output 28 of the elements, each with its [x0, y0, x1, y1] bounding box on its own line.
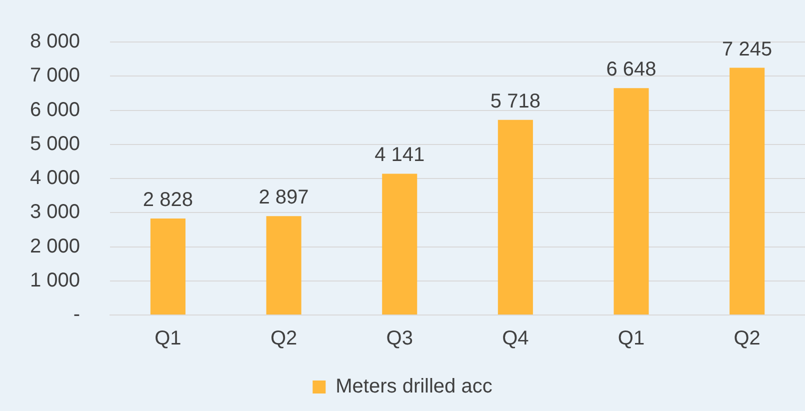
data-label: 2 897: [258, 186, 309, 209]
y-tick-label: 5 000: [30, 132, 80, 155]
y-tick-label: 7 000: [30, 64, 80, 87]
y-tick-label: 6 000: [30, 98, 80, 121]
bar: [730, 68, 765, 314]
y-tick-label: 1 000: [30, 269, 80, 292]
x-tick-label: Q4: [502, 328, 529, 350]
data-label: 5 718: [490, 90, 540, 112]
y-tick-label: 8 000: [30, 30, 80, 53]
bar: [498, 120, 533, 314]
y-tick-label: 4 000: [30, 167, 80, 190]
legend-label: Meters drilled acc: [336, 376, 492, 398]
x-tick-label: Q1: [154, 328, 182, 350]
bar: [382, 174, 418, 314]
bar: [266, 216, 302, 314]
x-tick-label: Q2: [734, 328, 760, 350]
y-tick-label: 2 000: [30, 235, 80, 258]
data-label: 6 648: [606, 58, 656, 81]
y-tick-label: 3 000: [30, 201, 80, 224]
x-tick-label: Q2: [270, 328, 298, 350]
y-tick-label: -: [73, 304, 80, 326]
data-label: 2 828: [142, 189, 193, 212]
bar: [150, 218, 186, 314]
x-tick-label: Q1: [618, 328, 645, 350]
data-label: 7 245: [722, 38, 772, 60]
bar: [614, 88, 649, 314]
x-tick-label: Q3: [386, 328, 413, 350]
data-label: 4 141: [374, 144, 425, 166]
